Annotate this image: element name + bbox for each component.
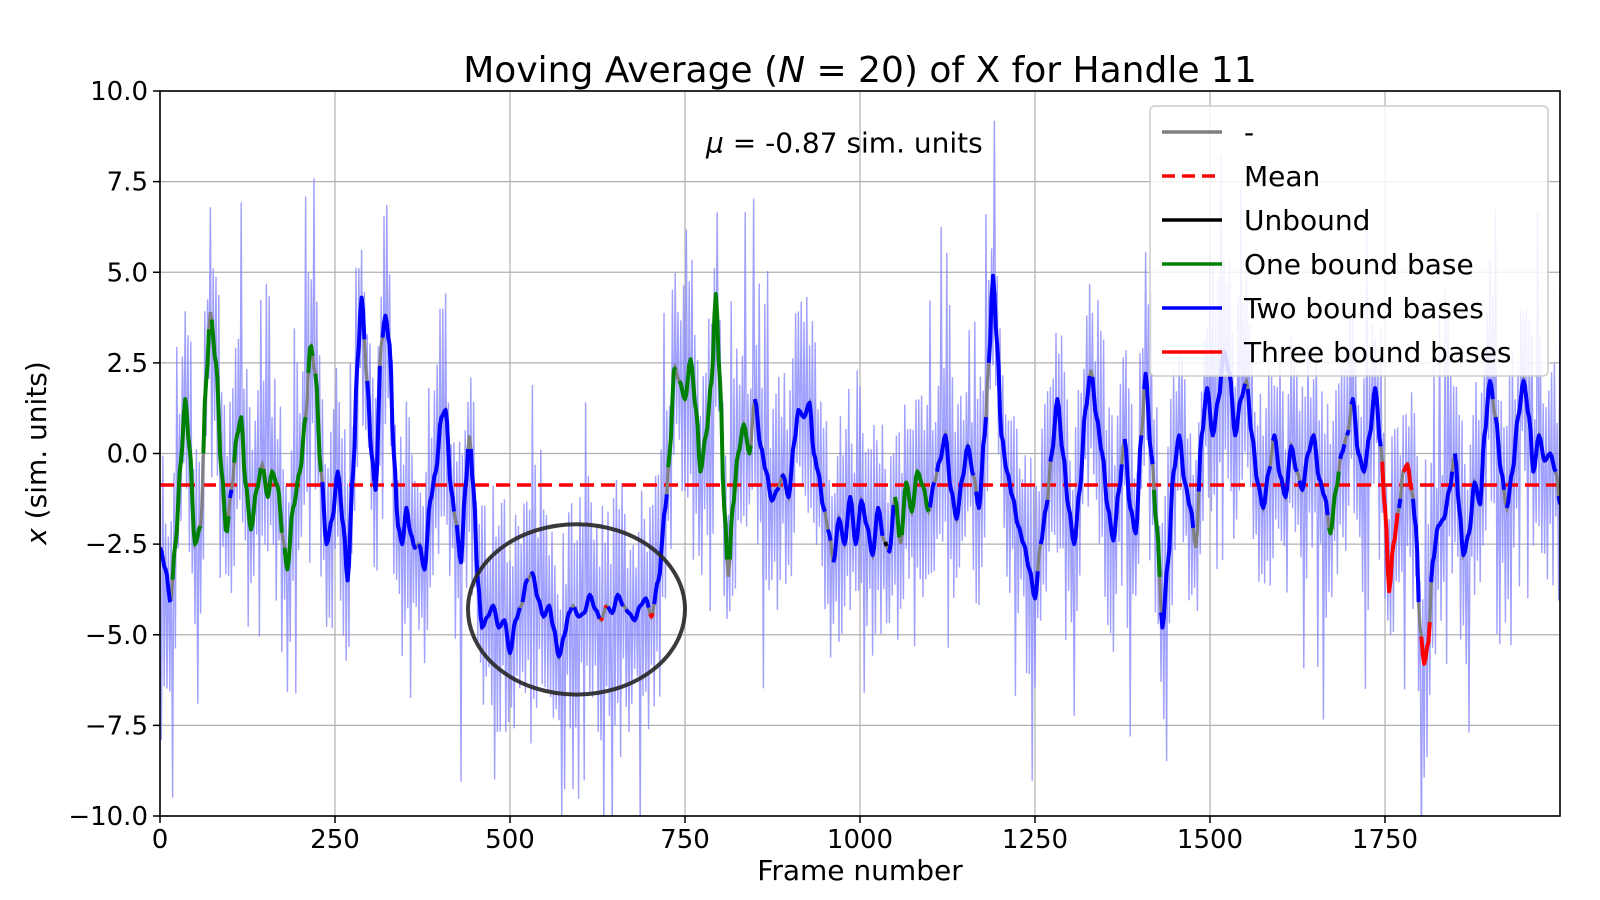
y-tick-label: 0.0	[107, 440, 148, 470]
legend: - Mean Unbound One bound base Two bound base…	[1149, 105, 1549, 377]
moving-average-one-bound-segment	[900, 469, 931, 536]
moving-average-two-bound-segment	[935, 433, 976, 521]
x-tick-label: 250	[310, 825, 360, 855]
highlight-layer	[466, 522, 687, 697]
moving-average-two-bound-segment	[1345, 429, 1351, 436]
x-axis-title: Frame number	[757, 854, 963, 887]
legend-label: Unbound	[1244, 204, 1370, 237]
x-tick-label: 1000	[827, 825, 893, 855]
moving-average-one-bound-segment	[306, 344, 315, 374]
y-tick-label: 2.5	[107, 349, 148, 379]
moving-average-one-bound-segment	[170, 397, 203, 580]
moving-average-two-bound-segment	[1349, 386, 1383, 474]
moving-average-two-bound-segment	[468, 448, 522, 655]
moving-average-two-bound-segment	[1122, 435, 1144, 536]
legend-label: Mean	[1244, 160, 1320, 193]
mean-annotation: μ = -0.87 sim. units	[705, 127, 983, 160]
moving-average-three-bound-segment	[599, 617, 605, 622]
moving-average-two-bound-segment	[520, 577, 530, 603]
moving-average-two-bound-segment	[1245, 388, 1273, 510]
moving-average-two-bound-segment	[652, 494, 669, 605]
x-tick-label: 1750	[1352, 825, 1418, 855]
moving-average-two-bound-segment	[831, 495, 885, 563]
moving-average-two-bound-segment	[572, 592, 602, 620]
moving-average-two-bound-segment	[928, 481, 937, 508]
moving-average-three-bound-segment	[1380, 461, 1400, 594]
raw-data-line	[160, 120, 1560, 816]
y-tick-label: −7.5	[85, 711, 148, 741]
moving-average-two-bound-segment	[779, 400, 827, 513]
legend-label: One bound base	[1244, 248, 1474, 281]
moving-average-three-bound-segment	[603, 604, 609, 610]
moving-average-two-bound-segment	[1453, 379, 1495, 557]
moving-average-two-bound-segment	[160, 546, 173, 603]
moving-average-two-bound-segment	[825, 528, 833, 541]
moving-average-two-bound-segment	[886, 504, 896, 554]
legend-label: Two bound bases	[1243, 292, 1484, 325]
moving-average-one-bound-segment	[666, 366, 678, 468]
moving-average-one-bound-segment	[677, 292, 729, 560]
moving-average-three-bound-segment	[1419, 621, 1432, 666]
y-tick-label: 10.0	[90, 77, 148, 107]
moving-average-two-bound-segment	[1090, 376, 1124, 543]
highlight-ellipse	[466, 522, 687, 697]
y-tick-label: 7.5	[107, 168, 148, 198]
moving-average-unbound-segment	[883, 541, 889, 547]
chart-title: Moving Average (N = 20) of X for Handle …	[463, 50, 1257, 91]
x-tick-label: 0	[152, 825, 169, 855]
moving-average-two-bound-segment	[365, 365, 382, 492]
y-tick-label: −10.0	[68, 802, 148, 832]
x-tick-label: 1250	[1002, 825, 1068, 855]
moving-average-two-bound-segment	[1048, 375, 1092, 547]
moving-average-two-bound-segment	[1429, 471, 1455, 583]
axis-ticks: 0 250 500 750 1000 1250 1500 1750 −10.0 −7.5 −5.0 −…	[68, 77, 1418, 855]
moving-average-two-bound-segment	[624, 596, 651, 623]
moving-average-two-bound-segment	[454, 448, 470, 565]
raw-data-band	[160, 120, 1560, 816]
moving-average-one-bound-segment	[232, 415, 263, 532]
y-tick-label: −2.5	[85, 530, 148, 560]
moving-average-three-bound-segment	[1401, 462, 1414, 491]
moving-average-two-bound-segment	[1271, 433, 1299, 499]
y-tick-label: 5.0	[107, 258, 148, 288]
moving-average-two-bound-segment	[1397, 498, 1403, 509]
legend-label: Three bound bases	[1243, 336, 1512, 369]
moving-average-two-bound-segment	[1297, 433, 1330, 516]
x-tick-label: 500	[485, 825, 535, 855]
y-tick-label: −5.0	[85, 621, 148, 651]
moving-average-two-bound-segment	[417, 408, 456, 572]
moving-average-two-bound-segment	[1504, 379, 1558, 509]
moving-average-one-bound-segment	[209, 319, 231, 534]
moving-average-two-bound-segment	[986, 273, 1040, 601]
moving-average-two-bound-segment	[1038, 499, 1050, 545]
moving-average-two-bound-segment	[606, 592, 625, 615]
moving-average-one-bound-segment	[313, 373, 323, 472]
moving-average-two-bound-segment	[1159, 433, 1196, 630]
moving-average-three-bound-segment	[648, 612, 655, 619]
legend-label: -	[1244, 116, 1254, 149]
legend-box	[1149, 105, 1549, 377]
moving-average-layer	[160, 273, 1560, 666]
moving-average-one-bound-segment	[282, 416, 308, 572]
moving-average-two-bound-segment	[380, 313, 418, 550]
moving-average-one-bound-segment	[727, 422, 753, 560]
x-tick-label: 750	[660, 825, 710, 855]
moving-average-two-bound-segment	[320, 295, 367, 583]
moving-average-one-bound-segment	[261, 468, 284, 533]
moving-average-one-bound-segment	[893, 496, 902, 538]
x-tick-label: 1500	[1177, 825, 1243, 855]
moving-average-one-bound-segment	[201, 329, 211, 454]
moving-average-one-bound-segment	[1327, 471, 1341, 536]
moving-average-two-bound-segment	[1493, 416, 1506, 491]
moving-average-two-bound-segment	[228, 489, 234, 499]
moving-average-two-bound-segment	[529, 571, 574, 659]
moving-average-two-bound-segment	[1411, 498, 1421, 603]
moving-average-two-bound-segment	[974, 417, 988, 510]
moving-average-two-bound-segment	[753, 398, 781, 503]
moving-average-two-bound-segment	[1338, 443, 1347, 460]
y-axis-title: x (sim. units)	[20, 361, 53, 546]
moving-average-two-bound-segment	[1142, 371, 1155, 465]
moving-average-one-bound-segment	[1152, 489, 1162, 577]
